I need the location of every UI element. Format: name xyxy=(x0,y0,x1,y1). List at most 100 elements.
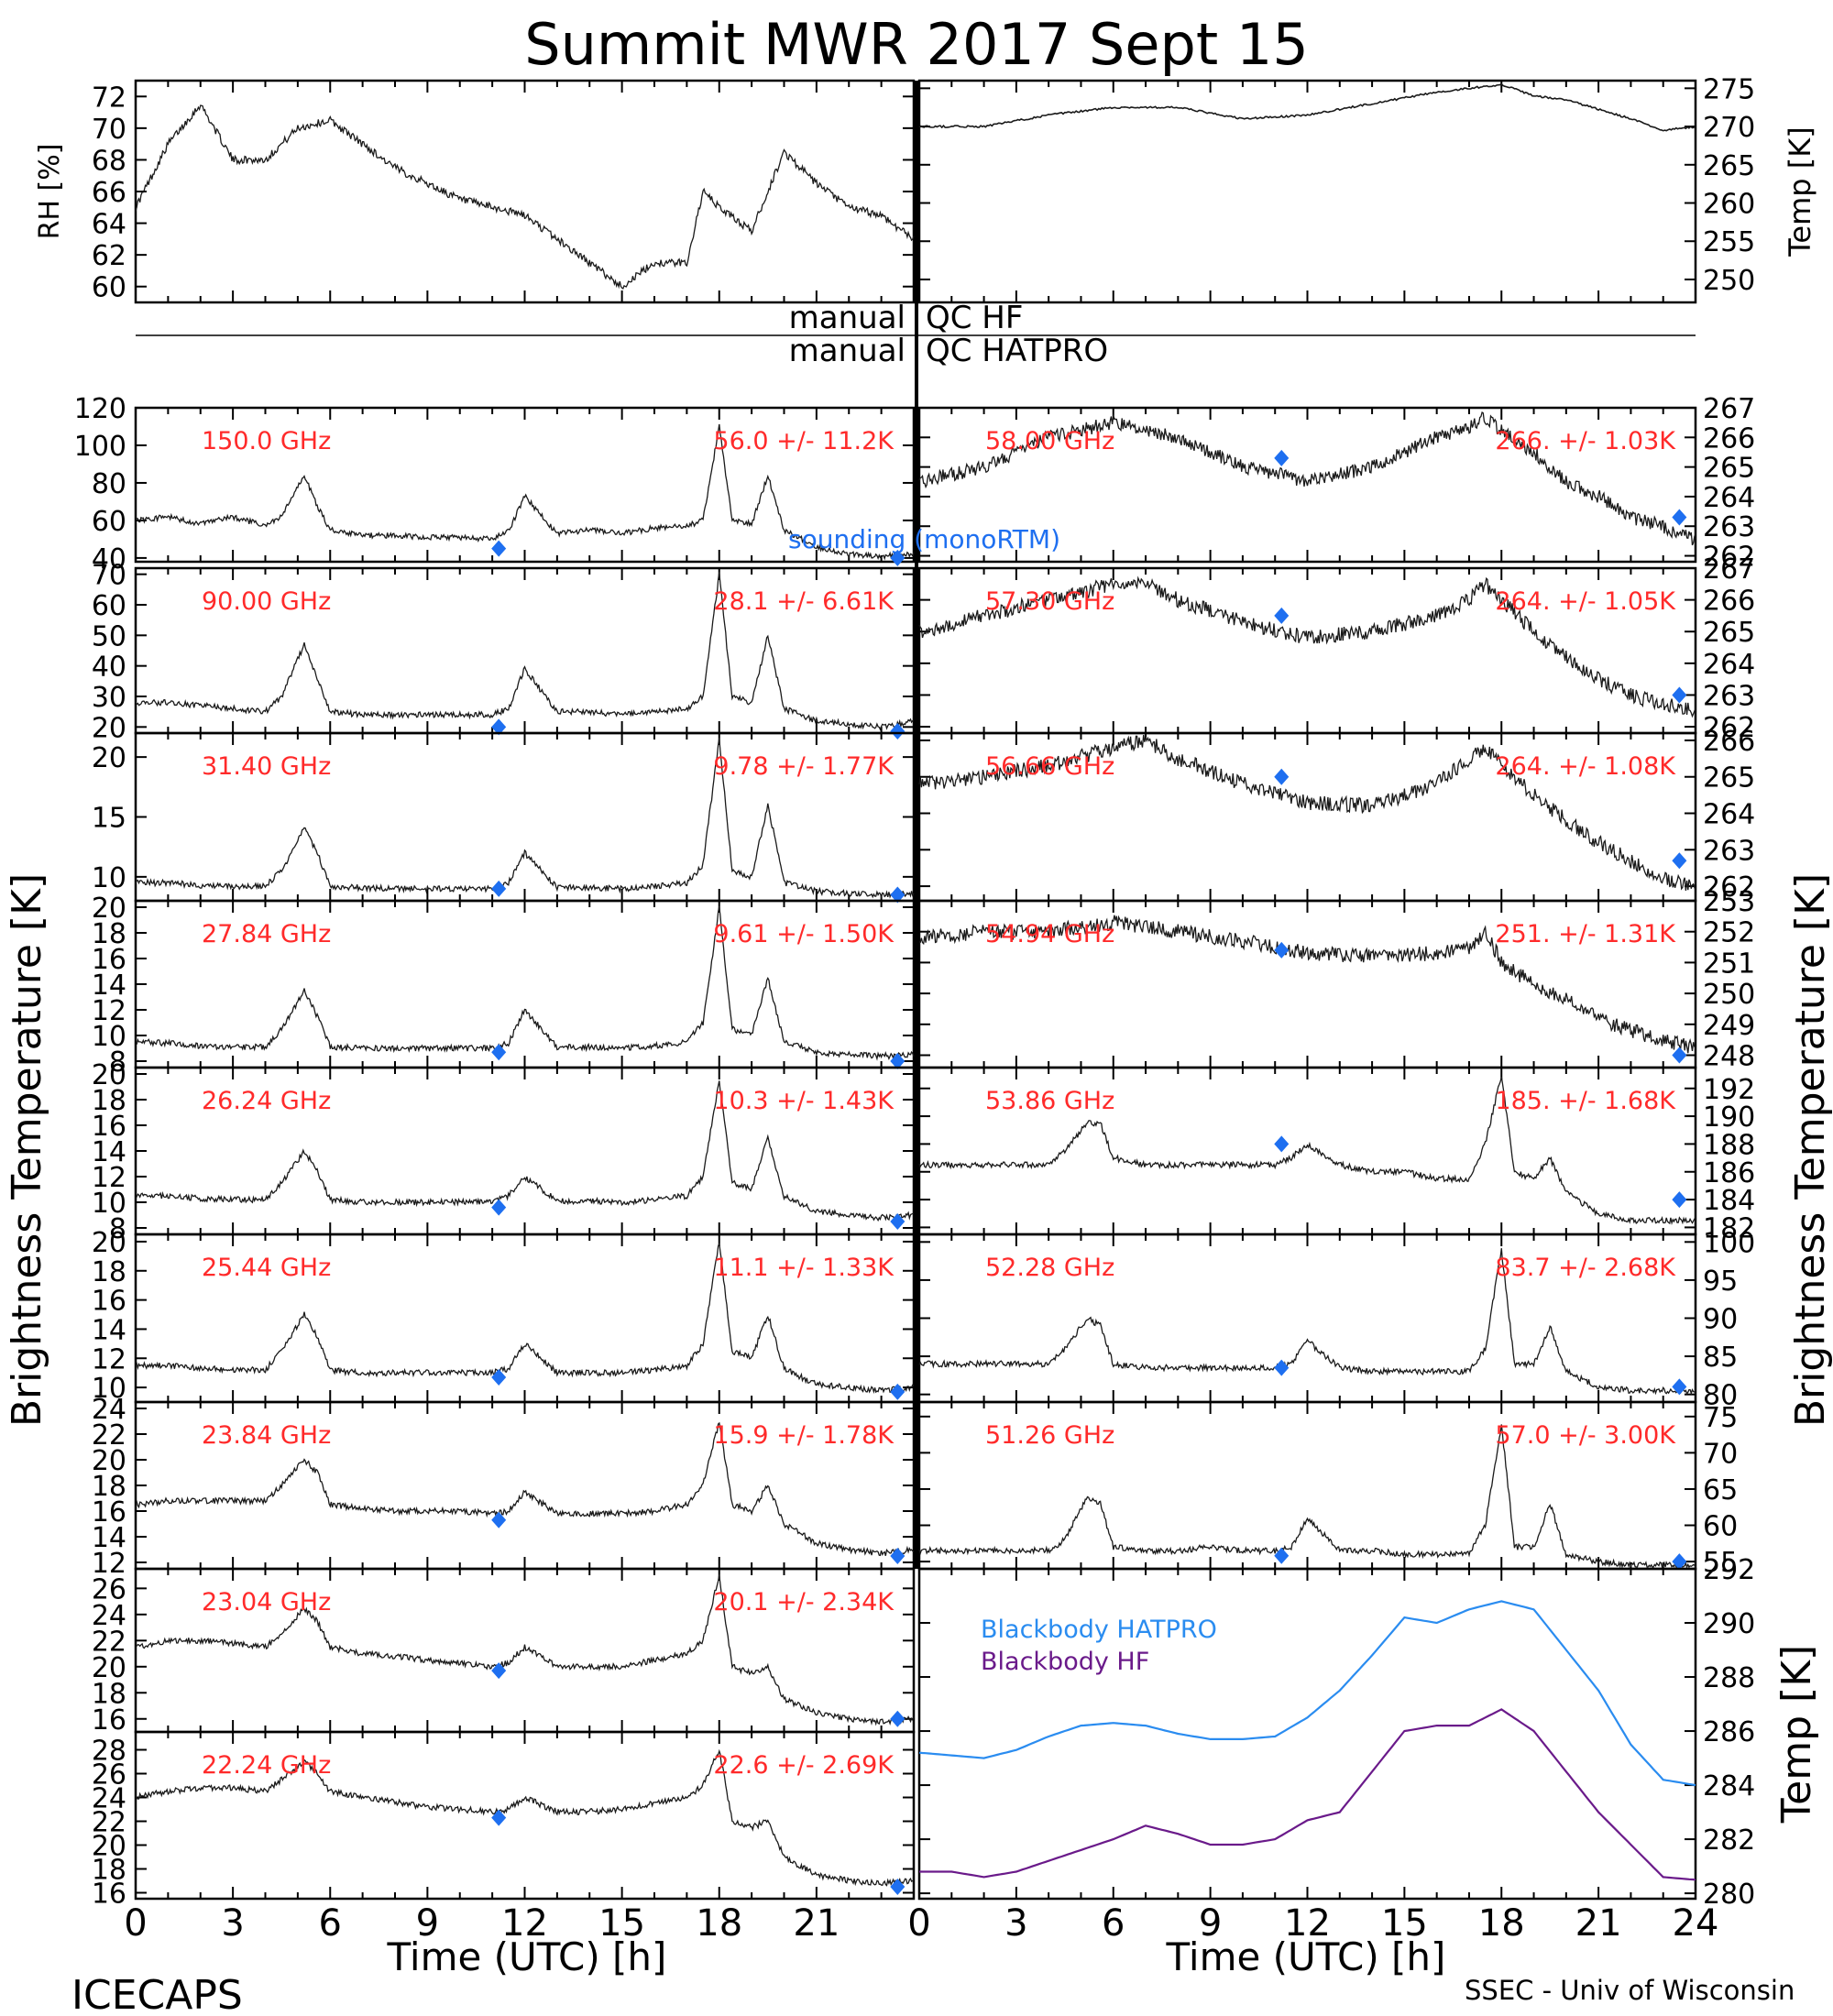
y-tick-label: 248 xyxy=(1703,1041,1755,1073)
stat-label: 83.7 +/- 2.68K xyxy=(1495,1254,1676,1282)
left-x-axis-label: Time (UTC) [h] xyxy=(387,1934,667,1979)
y-tick-label: 270 xyxy=(1703,112,1755,144)
y-tick-label: 120 xyxy=(74,393,126,425)
data-trace xyxy=(135,572,915,731)
y-tick-label: 20 xyxy=(92,1445,126,1477)
y-tick-label: 8 xyxy=(109,1046,126,1079)
stat-label: 11.1 +/- 1.33K xyxy=(713,1254,895,1282)
y-tick-label: 28 xyxy=(92,1736,126,1768)
frequency-label: 150.0 GHz xyxy=(202,427,331,455)
y-tick-label: 251 xyxy=(1703,948,1755,980)
y-tick-label: 266 xyxy=(1703,726,1755,758)
stat-label: 266. +/- 1.03K xyxy=(1495,427,1676,455)
y-tick-label: 22 xyxy=(92,1807,126,1839)
data-trace xyxy=(135,423,915,561)
sounding-point xyxy=(1672,509,1687,526)
y-tick-label: 18 xyxy=(92,1855,126,1887)
y-tick-label: 68 xyxy=(92,145,126,177)
qc-hatpro-right: QC HATPRO xyxy=(926,333,1108,369)
bb-hatpro-legend-label: Blackbody HATPRO xyxy=(981,1616,1217,1644)
y-tick-label: 265 xyxy=(1703,453,1755,485)
y-tick-label: 266 xyxy=(1703,586,1755,618)
y-tick-label: 10 xyxy=(92,862,126,894)
y-tick-label: 18 xyxy=(92,1085,126,1117)
y-tick-label: 182 xyxy=(1703,1212,1755,1244)
footer-right: SSEC - Univ of Wisconsin xyxy=(1465,1975,1795,2006)
y-tick-label: 264 xyxy=(1703,799,1755,831)
data-trace xyxy=(135,1748,914,1887)
y-tick-label: 250 xyxy=(1703,265,1755,297)
sounding-point xyxy=(1672,852,1687,870)
sounding-point xyxy=(491,880,507,897)
frequency-label: 31.40 GHz xyxy=(202,752,331,781)
panel-ch52_28: 80 85 90 95 100 52.28 GHz 83.7 +/- 2.68K xyxy=(917,1227,1755,1412)
footer-left: ICECAPS xyxy=(71,1972,243,2016)
sounding-point xyxy=(1274,768,1290,785)
y-tick-label: 190 xyxy=(1703,1101,1755,1134)
series-line-1 xyxy=(919,1708,1696,1881)
panel-ch56_66: 262 263 264 265 266 56.66 GHz 264. +/- 1.08K xyxy=(917,726,1755,904)
y-tick-label: 292 xyxy=(1703,1554,1755,1586)
sounding-point xyxy=(1672,1046,1687,1064)
y-tick-label: 282 xyxy=(1703,1824,1755,1857)
data-trace xyxy=(135,104,915,290)
stat-label: 251. +/- 1.31K xyxy=(1495,920,1676,948)
y-tick-label: 10 xyxy=(92,1188,126,1220)
y-tick-label: 30 xyxy=(92,682,126,714)
y-tick-label: 60 xyxy=(92,590,126,622)
panel-ch51_26: 55 60 65 70 75 51.26 GHz 57.0 +/- 3.00K xyxy=(917,1400,1738,1579)
y-tick-label: 16 xyxy=(92,1286,126,1318)
sounding-point xyxy=(1274,1359,1290,1376)
y-tick-label: 85 xyxy=(1703,1342,1738,1374)
y-tick-label: 70 xyxy=(92,560,126,592)
y-tick-label: 263 xyxy=(1703,835,1755,867)
sounding-point xyxy=(890,1548,906,1564)
y-tick-label: 22 xyxy=(92,1626,126,1658)
stat-label: 9.61 +/- 1.50K xyxy=(713,920,895,948)
y-tick-label: 263 xyxy=(1703,511,1755,543)
qc-hf-left: manual xyxy=(789,300,906,336)
y-tick-label: 275 xyxy=(1703,73,1755,105)
x-tick-label: 18 xyxy=(1478,1902,1525,1945)
frequency-label: 23.04 GHz xyxy=(202,1588,331,1616)
y-tick-label: 60 xyxy=(92,272,126,304)
x-tick-label: 15 xyxy=(598,1902,645,1945)
y-tick-label: 80 xyxy=(1703,1380,1738,1412)
x-tick-label: 0 xyxy=(124,1902,147,1945)
y-tick-label: 255 xyxy=(1703,226,1755,258)
y-tick-label: 262 xyxy=(1703,712,1755,744)
sounding-point xyxy=(890,1383,906,1400)
y-tick-label: 20 xyxy=(92,1059,126,1091)
y-tick-label: 72 xyxy=(92,82,126,114)
y-tick-label: 14 xyxy=(92,970,126,1002)
stat-label: 15.9 +/- 1.78K xyxy=(713,1421,895,1450)
sounding-point xyxy=(890,1213,906,1230)
y-axis-title: Temp [K] xyxy=(1783,126,1817,257)
y-tick-label: 75 xyxy=(1703,1402,1738,1434)
panel-temp: 250 255 260 265 270 275 Temp [K] xyxy=(917,73,1817,304)
sounding-point xyxy=(890,549,906,566)
y-tick-label: 24 xyxy=(92,1394,126,1426)
y-tick-label: 70 xyxy=(1703,1438,1738,1470)
sounding-point xyxy=(491,1368,507,1386)
y-tick-label: 14 xyxy=(92,1314,126,1346)
y-tick-label: 280 xyxy=(1703,1879,1755,1911)
stat-label: 185. +/- 1.68K xyxy=(1495,1087,1676,1115)
y-tick-label: 265 xyxy=(1703,762,1755,794)
y-tick-label: 20 xyxy=(92,1227,126,1259)
x-tick-label: 18 xyxy=(696,1902,742,1945)
sounding-point xyxy=(1274,1547,1290,1564)
sounding-point xyxy=(890,1710,906,1727)
y-tick-label: 66 xyxy=(92,177,126,209)
frequency-label: 90.00 GHz xyxy=(202,587,331,616)
y-tick-label: 260 xyxy=(1703,189,1755,221)
y-tick-label: 12 xyxy=(92,995,126,1027)
y-tick-label: 16 xyxy=(92,1704,126,1737)
stat-label: 56.0 +/- 11.2K xyxy=(713,427,895,455)
y-tick-label: 8 xyxy=(109,1213,126,1245)
qc-hatpro-left: manual xyxy=(789,333,906,369)
